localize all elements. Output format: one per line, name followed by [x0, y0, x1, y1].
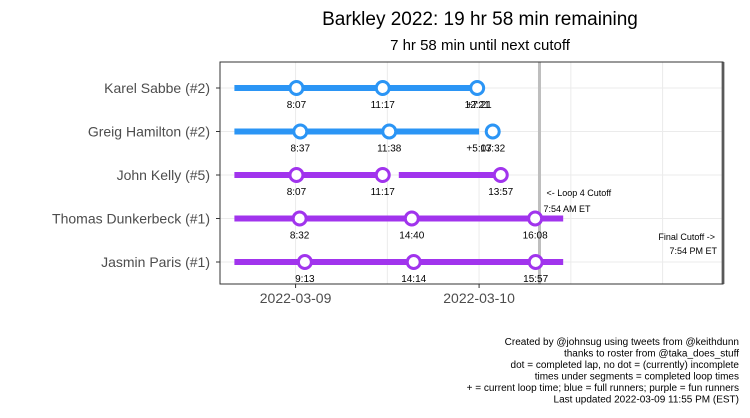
current-loop-time-label: +5:07 [466, 144, 492, 155]
lap-time-label: 14:40 [399, 231, 424, 242]
lap-time-label: 12:21 [465, 100, 490, 111]
lap-dot [291, 210, 308, 227]
chart-subtitle: 7 hr 58 min until next cutoff [390, 37, 571, 54]
caption-line: + = current loop time; blue = full runne… [467, 383, 739, 394]
lap-time-label: 11:38 [377, 144, 402, 155]
caption-line: thanks to roster from @taka_does_stuff [564, 349, 739, 360]
lap-time-label: 14:14 [401, 274, 426, 285]
chart-title: Barkley 2022: 19 hr 58 min remaining [322, 9, 638, 30]
runner-name-label: Greig Hamilton (#2) [88, 124, 210, 140]
lap-dot [288, 80, 305, 96]
lap-time-label: 13:57 [488, 187, 513, 198]
lap-time-label: 9:13 [295, 274, 315, 285]
lap-dot [288, 167, 305, 183]
runner-name-label: John Kelly (#5) [117, 167, 210, 183]
runner-name-label: Jasmin Paris (#1) [101, 254, 210, 270]
x-tick-label: 2022-03-09 [260, 290, 332, 306]
current-loop-time-label: +7:21 [466, 100, 492, 111]
loop-cutoff-time: 7:54 AM ET [543, 204, 591, 214]
caption: Created by @johnsug using tweets from @k… [467, 337, 740, 406]
loop-cutoff-label: <- Loop 4 Cutoff [546, 188, 611, 198]
runner-name-label: Karel Sabbe (#2) [104, 80, 210, 96]
lap-time-label: 16:08 [523, 231, 548, 242]
lap-dot [403, 210, 420, 227]
lap-time-label: 8:07 [287, 100, 307, 111]
lap-dot [484, 123, 501, 140]
final-cutoff-label: Final Cutoff -> [658, 232, 715, 242]
caption-line: Created by @johnsug using tweets from @k… [505, 337, 739, 348]
lap-time-label: 15:57 [523, 274, 548, 285]
lap-dot [296, 254, 313, 270]
lap-dot [469, 80, 486, 96]
lap-time-label: 8:37 [291, 144, 311, 155]
plot-border [219, 61, 724, 285]
lap-dot [527, 210, 544, 227]
lap-time-label: 11:17 [371, 187, 396, 198]
caption-line: times under segments = completed loop ti… [535, 372, 739, 383]
final-cutoff-time: 7:54 PM ET [669, 246, 717, 256]
caption-line: dot = completed lap, no dot = (currently… [511, 360, 740, 371]
lap-time-label: 8:32 [290, 231, 310, 242]
lap-dot [527, 254, 544, 270]
lap-time-label: 8:07 [287, 187, 307, 198]
lap-dot [492, 167, 509, 183]
plot-area: <- Loop 4 Cutoff 7:54 AM ET Final Cutoff -… [52, 61, 725, 306]
lap-time-label: 11:17 [371, 100, 396, 111]
x-tick-label: 2022-03-10 [443, 290, 515, 306]
lap-time-label: 13:32 [480, 144, 505, 155]
lap-dot [405, 254, 422, 270]
lap-dot [374, 167, 391, 183]
lap-dot [381, 123, 398, 140]
runner-name-label: Thomas Dunkerbeck (#1) [52, 211, 210, 227]
lap-dot [292, 123, 309, 140]
lap-dot [374, 80, 391, 96]
caption-line: Last updated 2022-03-09 11:55 PM (EST) [554, 395, 739, 406]
